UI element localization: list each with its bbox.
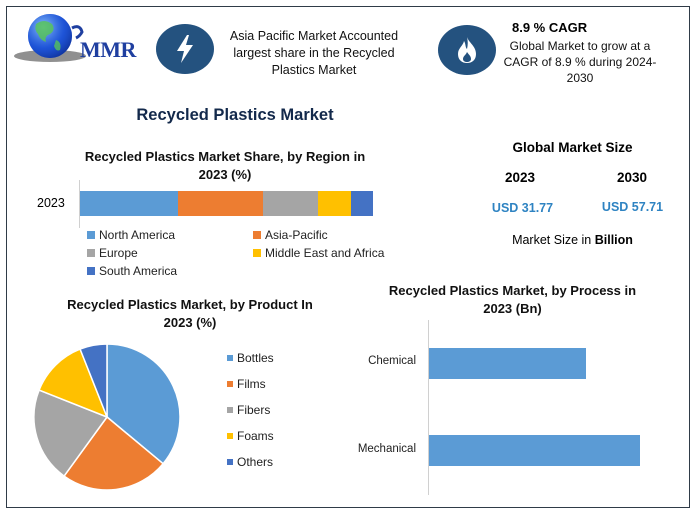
product-chart-title-line1: Recycled Plastics Market, by Product In [67,297,313,312]
process-chart-title-line2: 2023 (Bn) [483,301,542,316]
legend-swatch [87,267,95,275]
legend-label: Others [237,455,274,469]
legend-middle-east-africa: Middle East and Africa [253,246,384,260]
legend-swatch [227,407,233,413]
process-bar-mechanical [429,435,640,466]
info-card-1-text: Asia Pacific Market Accounted largest sh… [229,29,399,77]
bar-segment-middle-east-africa [318,191,351,216]
process-bar-chemical [429,348,586,379]
market-size-unit-value: Billion [594,233,633,247]
page-title: Recycled Plastics Market [136,106,334,124]
legend-fibers: Fibers [227,403,270,417]
legend-bottles: Bottles [227,351,274,365]
region-chart-axis [79,180,80,228]
legend-label: Foams [237,429,274,443]
brand-name: MMR [80,37,136,62]
region-chart-title-line2: 2023 (%) [198,167,252,182]
legend-swatch [227,433,233,439]
legend-swatch [253,249,261,257]
pie-slice-others [79,343,108,418]
region-chart-category: 2023 [37,196,65,210]
legend-label: Asia-Pacific [265,228,328,242]
flame-icon [458,37,476,63]
legend-label: South America [99,264,178,278]
legend-swatch [87,231,95,239]
cagr-text: Global Market to grow at a CAGR of 8.9 %… [503,39,657,85]
info-card-1-badge [156,24,214,74]
market-size-unit-prefix: Market Size in [512,233,595,247]
legend-north-america: North America [87,228,175,242]
region-chart-title-line1: Recycled Plastics Market Share, by Regio… [84,149,366,164]
brand-logo: MMR [12,10,142,65]
info-card-2-badge [438,25,496,75]
legend-label: North America [99,228,176,242]
bar-segment-south-america [351,191,373,216]
lightning-bolt-icon [177,35,193,63]
market-size-year-2030: 2030 [616,170,648,185]
pie-slice-fibers [33,389,109,478]
legend-europe: Europe [87,246,138,260]
bar-segment-europe [263,191,318,216]
bar-segment-asia-pacific [178,191,263,216]
legend-swatch [227,355,233,361]
legend-south-america: South America [87,264,177,278]
cagr-title: 8.9 % CAGR [512,20,588,35]
legend-foams: Foams [227,429,274,443]
product-chart-title: Recycled Plastics Market, by Product In … [45,296,335,332]
process-category-mechanical: Mechanical [357,443,416,455]
legend-label: Bottles [237,351,274,365]
market-size-title: Global Market Size [512,140,633,155]
process-chart-axis [428,320,429,495]
legend-films: Films [227,377,266,391]
region-stacked-bar [80,191,373,216]
market-size-unit: Market Size in Billion [490,233,655,247]
legend-others: Others [227,455,273,469]
process-chart-title: Recycled Plastics Market, by Process in … [370,282,655,318]
legend-label: Fibers [237,403,271,417]
market-size-value-2030: USD 57.71 [601,200,664,214]
legend-swatch [227,459,233,465]
market-size-year-2023: 2023 [504,170,536,185]
legend-swatch [253,231,261,239]
pie-slice-bottles [106,343,181,465]
product-chart-title-line2: 2023 (%) [163,315,217,330]
legend-swatch [227,381,233,387]
legend-label: Films [237,377,266,391]
legend-label: Europe [99,246,138,260]
legend-swatch [87,249,95,257]
legend-asia-pacific: Asia-Pacific [253,228,328,242]
process-chart-title-line1: Recycled Plastics Market, by Process in [388,283,637,298]
product-pie-chart [33,343,181,491]
region-chart-title: Recycled Plastics Market Share, by Regio… [60,148,390,184]
pie-slice-films [63,415,165,491]
legend-label: Middle East and Africa [265,246,385,260]
process-category-chemical: Chemical [368,355,416,367]
market-size-value-2023: USD 31.77 [491,201,554,215]
bar-segment-north-america [80,191,178,216]
pie-slice-foams [38,348,109,419]
globe-icon [14,14,86,62]
